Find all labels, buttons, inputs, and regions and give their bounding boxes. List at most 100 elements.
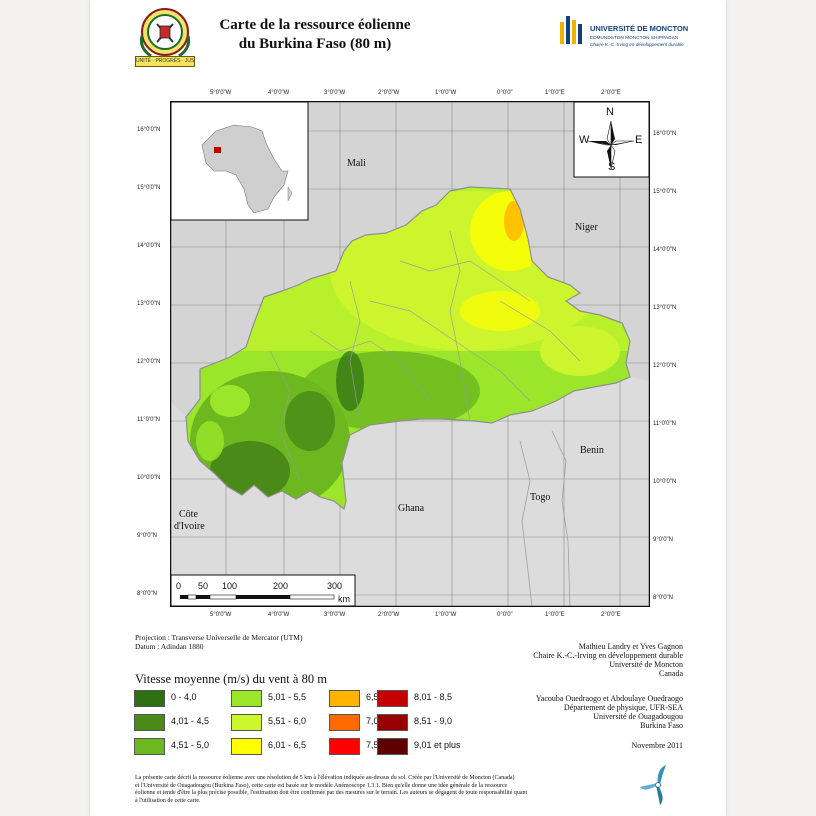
country-label-mali: Mali bbox=[347, 158, 366, 169]
scale-tick-label: 100 bbox=[222, 581, 238, 591]
map-description: La présente carte décrit la ressource éo… bbox=[135, 775, 630, 805]
lon-label-top: 2°0'0"E bbox=[601, 90, 621, 96]
credit-line: Département de physique, UFR-SEA bbox=[563, 703, 683, 712]
lon-label-bottom: 2°0'0"W bbox=[378, 612, 400, 618]
legend-label: 0 - 4,0 bbox=[171, 692, 197, 702]
university-name: UNIVERSITÉ DE MONCTON bbox=[590, 24, 689, 33]
legend-label: 6,01 - 6,5 bbox=[268, 740, 307, 750]
title-line-2: du Burkina Faso (80 m) bbox=[238, 36, 392, 52]
scale-tick-label: 200 bbox=[273, 581, 289, 591]
legend-swatch bbox=[329, 690, 360, 707]
scale-tick-label: 0 bbox=[176, 581, 182, 591]
legend-label: 4,01 - 4,5 bbox=[171, 716, 210, 726]
university-chair: Chaire K.-C.-Irving en développement dur… bbox=[590, 42, 684, 47]
wind-resource-map bbox=[170, 101, 650, 607]
lon-label-bottom: 5°0'0"W bbox=[210, 612, 232, 618]
lon-label-top: 0°0'0" bbox=[497, 90, 513, 96]
lat-label-right: 13°0'0"N bbox=[653, 305, 677, 311]
credit-line: Université de Moncton bbox=[609, 660, 683, 669]
university-campuses: EDMUNDSTON MONCTON SHIPPAGAN bbox=[590, 35, 679, 40]
lon-label-bottom: 2°0'0"E bbox=[601, 612, 621, 618]
legend-label: 5,51 - 6,0 bbox=[268, 716, 307, 726]
lat-label-right: 10°0'0"N bbox=[653, 479, 677, 485]
country-label-cote-divoire-line2: d'Ivoire bbox=[174, 521, 205, 532]
description-line: à l'utilisation de cette carte. bbox=[135, 797, 201, 804]
credit-line: Canada bbox=[659, 669, 683, 678]
credit-line: Université de Ouagadougou bbox=[593, 712, 683, 721]
lat-label-left: 13°0'0"N bbox=[137, 301, 161, 307]
map-title: Carte de la ressource éolienne du Burkin… bbox=[205, 16, 425, 54]
compass-w: W bbox=[579, 134, 590, 146]
country-label-niger: Niger bbox=[575, 222, 598, 233]
credit-line: Mathieu Landry et Yves Gagnon bbox=[578, 642, 683, 651]
country-label-ghana: Ghana bbox=[398, 503, 425, 514]
legend-label: 8,01 - 8,5 bbox=[414, 692, 453, 702]
description-line: éolienne et tende d'être la plus précise… bbox=[135, 790, 528, 796]
scale-tick-label: 50 bbox=[198, 581, 209, 591]
lat-label-left: 14°0'0"N bbox=[137, 243, 161, 249]
lat-label-left: 15°0'0"N bbox=[137, 185, 161, 191]
lon-label-top: 5°0'0"W bbox=[210, 90, 232, 96]
scale-tick-label: 300 bbox=[327, 581, 343, 591]
legend-label: 9,01 et plus bbox=[414, 740, 461, 750]
universite-de-moncton-logo-icon bbox=[560, 16, 582, 44]
legend-swatch bbox=[329, 738, 360, 755]
legend-swatch bbox=[134, 690, 165, 707]
lat-label-left: 16°0'0"N bbox=[137, 127, 161, 133]
lon-label-top: 2°0'0"W bbox=[378, 90, 400, 96]
legend-swatch bbox=[231, 690, 262, 707]
lat-label-left: 9°0'0"N bbox=[137, 533, 158, 539]
credit-line: Burkina Faso bbox=[640, 721, 683, 730]
credit-line: Yacouba Ouedraogo et Abdoulaye Ouedraogo bbox=[535, 694, 683, 703]
legend-label: 5,01 - 5,5 bbox=[268, 692, 307, 702]
lat-label-right: 9°0'0"N bbox=[653, 537, 674, 543]
legend-swatch bbox=[134, 738, 165, 755]
lat-label-right: 11°0'0"N bbox=[653, 421, 676, 427]
legend-swatch bbox=[231, 714, 262, 731]
credit-line: Chaire K.-C.-Irving en développement dur… bbox=[533, 651, 683, 660]
burkina-faso-border bbox=[185, 186, 631, 511]
legend-label: 8,51 - 9,0 bbox=[414, 716, 453, 726]
legend-swatch bbox=[231, 738, 262, 755]
legend-swatch bbox=[329, 714, 360, 731]
lat-label-right: 14°0'0"N bbox=[653, 247, 677, 253]
credits-block-1: Mathieu Landry et Yves Gagnon Chaire K.-… bbox=[533, 642, 683, 678]
description-line: La présente carte décrit la ressource éo… bbox=[135, 775, 515, 781]
compass-s: S bbox=[608, 161, 616, 173]
lon-label-bottom: 0°0'0" bbox=[497, 612, 513, 618]
legend-swatch bbox=[377, 714, 408, 731]
datum-text: Datum : Adindan 1880 bbox=[135, 642, 204, 651]
lon-label-top: 4°0'0"W bbox=[268, 90, 290, 96]
legend-title: Vitesse moyenne (m/s) du vent à 80 m bbox=[135, 672, 327, 686]
legend-swatch bbox=[134, 714, 165, 731]
lat-label-left: 10°0'0"N bbox=[137, 475, 161, 481]
compass-n: N bbox=[606, 106, 614, 118]
legend-swatch bbox=[377, 690, 408, 707]
country-label-cote-divoire-line1: Côte bbox=[179, 509, 198, 520]
lon-label-bottom: 3°0'0"W bbox=[324, 612, 346, 618]
description-line: et l'Université de Ouagadougou (Burkina … bbox=[135, 782, 508, 789]
lat-label-right: 12°0'0"N bbox=[653, 363, 677, 369]
lon-label-bottom: 1°0'0"E bbox=[545, 612, 565, 618]
credits-block-2: Yacouba Ouedraogo et Abdoulaye Ouedraogo… bbox=[536, 694, 683, 730]
title-line-1: Carte de la ressource éolienne bbox=[219, 17, 411, 33]
country-label-togo: Togo bbox=[530, 492, 551, 503]
coat-of-arms-motto: UNITÉ · PROGRÈS · JUSTICE bbox=[135, 56, 195, 67]
legend-label: 4,51 - 5,0 bbox=[171, 740, 210, 750]
lat-label-right: 8°0'0"N bbox=[653, 595, 674, 601]
wind-turbine-logo-icon bbox=[640, 765, 666, 805]
scale-unit: km bbox=[338, 594, 350, 604]
north-arrow-compass-icon bbox=[587, 120, 635, 170]
lon-label-bottom: 4°0'0"W bbox=[268, 612, 290, 618]
credits-date: Novembre 2011 bbox=[631, 741, 683, 750]
country-label-benin: Benin bbox=[580, 445, 604, 456]
burkina-coat-of-arms-logo bbox=[139, 8, 191, 58]
lat-label-right: 16°0'0"N bbox=[653, 131, 677, 137]
lat-label-left: 8°0'0"N bbox=[137, 591, 158, 597]
lon-label-top: 1°0'0"W bbox=[435, 90, 457, 96]
projection-text: Projection : Transverse Universelle de M… bbox=[135, 633, 303, 642]
africa-inset-map bbox=[170, 101, 309, 221]
lat-label-right: 15°0'0"N bbox=[653, 189, 677, 195]
lon-label-bottom: 1°0'0"W bbox=[435, 612, 457, 618]
scale-bar bbox=[180, 594, 335, 600]
